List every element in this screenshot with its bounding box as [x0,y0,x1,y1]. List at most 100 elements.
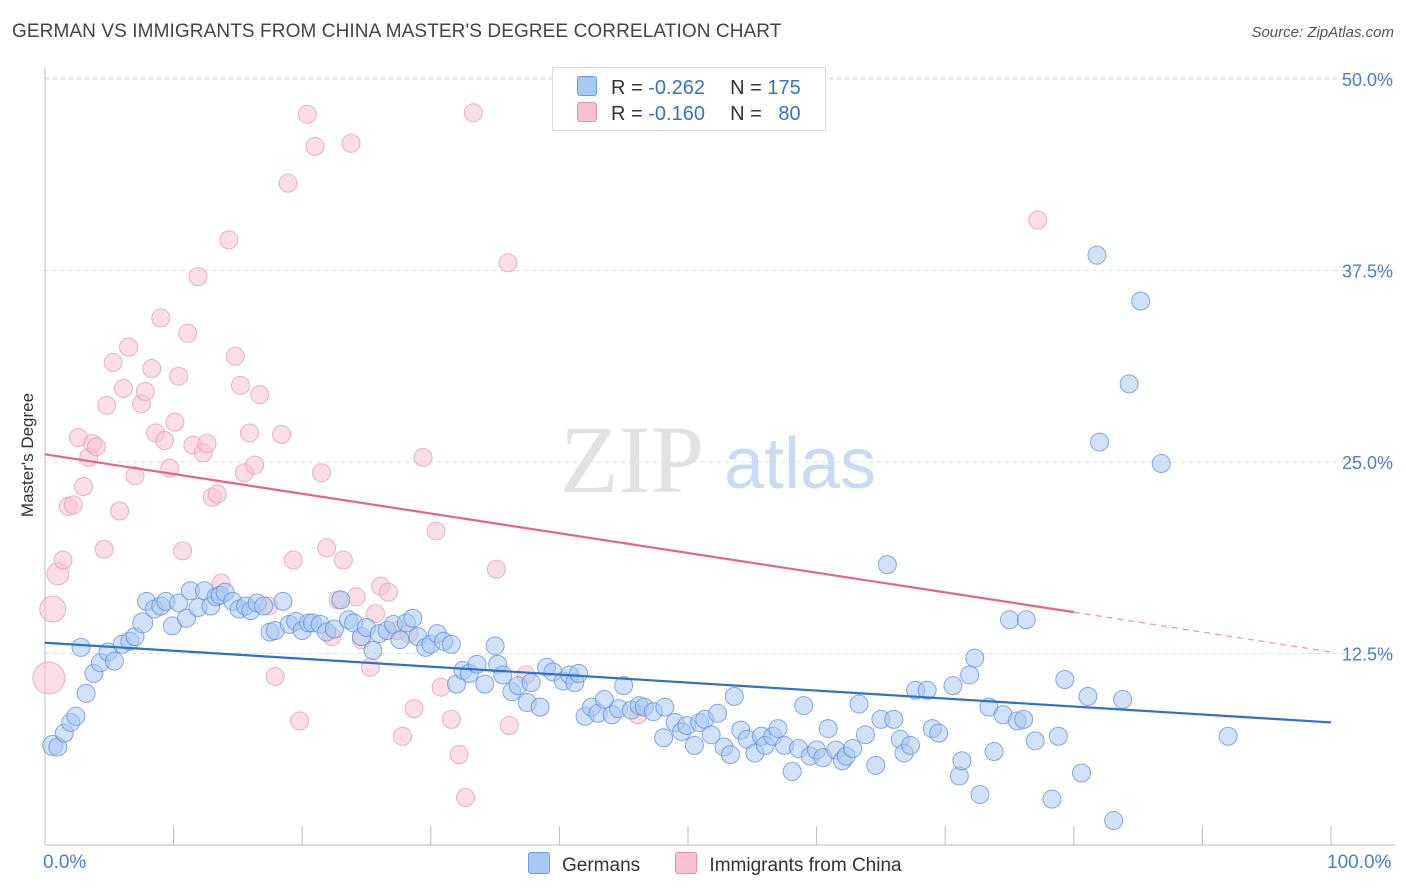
point-china [125,466,145,486]
point-germans [818,719,838,739]
point-china [456,788,476,808]
legend-row-china: R = -0.160 N = 80 [577,102,801,126]
point-china [239,423,259,443]
point-germans [943,676,963,696]
point-germans [493,665,513,685]
point-germans [782,761,802,781]
legend-r-label: R = [611,77,643,99]
point-china [32,661,66,695]
point-china [151,308,171,328]
point-china [272,424,292,444]
point-china [178,323,198,343]
legend-row-germans: R = -0.262 N = 175 [577,76,801,100]
point-china [250,385,270,405]
trend-line-germans [44,641,1332,724]
point-germans [724,686,744,706]
point-germans [324,619,344,639]
point-germans [701,725,721,745]
point-china [103,352,123,372]
legend-r-value: -0.262 [648,77,705,99]
point-china [404,699,424,719]
point-china [426,521,446,541]
point-china [333,550,353,570]
point-china [413,447,433,467]
point-china [278,173,298,193]
point-germans [530,697,550,717]
bottom-legend-swatch-china [675,852,698,874]
legend-n-value: 175 [767,77,801,99]
point-germans [403,608,423,628]
point-china [499,716,519,736]
point-germans [970,784,990,804]
point-germans [1151,454,1171,474]
legend-swatch-china [577,102,597,122]
point-china [366,604,386,624]
point-germans [1055,670,1075,690]
point-germans [71,637,91,657]
y-tick-label: 37.5% [1342,262,1393,282]
point-china [360,657,380,677]
point-germans [485,636,505,656]
point-germans [684,735,704,755]
axes [44,68,1395,846]
point-germans [1090,432,1110,452]
point-china [449,745,469,765]
point-china [165,412,185,432]
point-germans [1000,610,1019,630]
bottom-legend-label: Germans [562,855,641,876]
legend-box: R = -0.262 N = 175 R = -0.160 N = 80 [552,67,826,131]
point-germans [884,709,904,729]
y-tick-label: 12.5% [1342,645,1393,665]
point-germans [960,665,980,685]
y-tick-label: 50.0% [1342,70,1393,90]
watermark-zip: ZIP [560,406,704,513]
point-germans [952,751,972,771]
point-germans [475,674,495,694]
point-germans [1087,245,1107,265]
point-germans [390,630,410,650]
point-germans [1078,686,1098,706]
point-china [113,378,133,398]
trend-line-china [44,453,1074,614]
point-germans [66,706,86,726]
point-germans [104,651,124,671]
point-germans [655,697,675,717]
point-china [1028,210,1048,230]
point-germans [441,634,461,654]
point-germans [363,640,383,660]
point-germans [917,680,937,700]
point-china [305,136,325,156]
point-germans [1016,610,1036,630]
watermark-atlas: atlas [724,424,876,504]
point-germans [273,591,293,611]
point-germans [866,755,886,775]
point-germans [720,745,740,765]
point-germans [76,683,96,703]
source-label: Source: ZipAtlas.com [1251,24,1394,41]
bottom-legend-germans: Germans [528,852,640,877]
point-germans [1131,291,1151,311]
point-germans [569,663,589,683]
point-germans [169,593,189,613]
chart-title: GERMAN VS IMMIGRANTS FROM CHINA MASTER'S… [12,21,782,42]
point-china [498,253,518,273]
bottom-legend-china: Immigrants from China [675,852,902,877]
point-germans [929,723,949,743]
point-germans [849,694,869,714]
point-china [94,539,114,559]
point-china [110,501,130,521]
point-china [207,484,227,504]
point-germans [965,648,985,668]
point-china [230,375,250,395]
point-china [290,711,310,731]
point-china [283,550,303,570]
point-china [173,541,193,561]
point-germans [843,738,863,758]
point-china [135,382,155,402]
point-china [197,434,217,454]
point-china [155,431,175,451]
point-germans [521,673,541,693]
point-china [341,133,361,153]
point-china [245,455,265,475]
